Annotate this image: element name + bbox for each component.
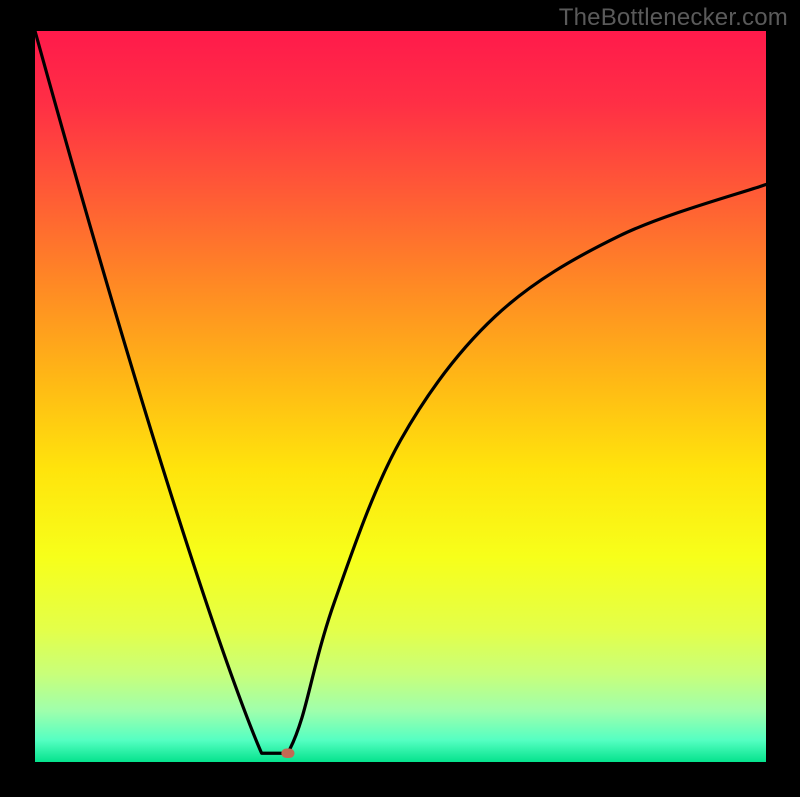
- watermark-text: TheBottlenecker.com: [559, 4, 788, 32]
- plot-area: [18, 14, 784, 780]
- plot-background: [35, 31, 766, 762]
- chart-stage: TheBottlenecker.com: [0, 0, 800, 800]
- bottleneck-chart: [0, 0, 800, 800]
- optimal-point-marker: [281, 748, 294, 758]
